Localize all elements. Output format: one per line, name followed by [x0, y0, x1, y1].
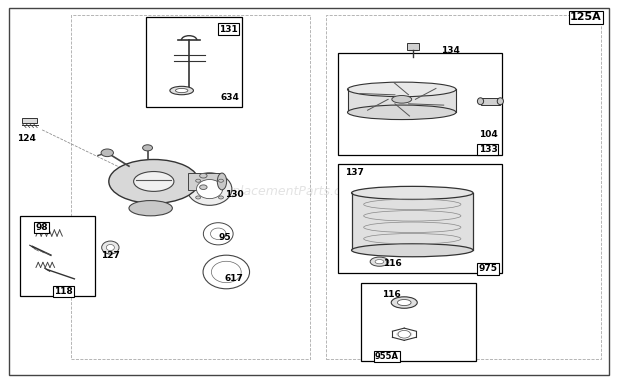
Text: 125A: 125A [570, 12, 602, 22]
Text: 124: 124 [17, 134, 36, 143]
Ellipse shape [107, 244, 114, 251]
Text: 137: 137 [345, 168, 363, 177]
Ellipse shape [392, 96, 412, 103]
Bar [361, 283, 476, 361]
Bar [338, 164, 502, 273]
Bar [352, 193, 473, 250]
Ellipse shape [497, 98, 503, 105]
Circle shape [196, 196, 201, 199]
Ellipse shape [129, 201, 172, 216]
Bar [480, 98, 500, 105]
Ellipse shape [375, 260, 384, 264]
Text: eReplacementParts.com: eReplacementParts.com [209, 185, 361, 197]
Circle shape [200, 173, 207, 178]
Text: 104: 104 [479, 130, 497, 139]
Bar [22, 118, 37, 123]
Ellipse shape [396, 331, 412, 338]
Circle shape [143, 145, 153, 151]
Text: 617: 617 [225, 274, 244, 283]
Ellipse shape [133, 172, 174, 191]
Text: 634: 634 [220, 93, 239, 102]
Ellipse shape [352, 186, 473, 199]
Bar [326, 15, 601, 359]
Bar [338, 53, 502, 155]
Ellipse shape [352, 244, 473, 257]
Ellipse shape [397, 299, 411, 306]
Text: 127: 127 [101, 251, 120, 261]
Circle shape [398, 330, 410, 338]
Bar [71, 15, 310, 359]
Ellipse shape [217, 173, 227, 190]
Text: 118: 118 [55, 287, 73, 296]
Text: 130: 130 [225, 190, 244, 199]
Ellipse shape [477, 98, 484, 105]
Bar [20, 216, 95, 296]
Bar [146, 17, 242, 107]
Ellipse shape [370, 257, 389, 266]
Ellipse shape [347, 105, 456, 120]
Text: 134: 134 [441, 46, 460, 55]
Ellipse shape [347, 82, 456, 97]
Circle shape [200, 185, 207, 189]
Bar [347, 89, 456, 112]
Ellipse shape [391, 297, 417, 308]
Ellipse shape [109, 160, 198, 203]
Text: 116: 116 [382, 290, 401, 299]
Ellipse shape [175, 88, 188, 93]
Circle shape [196, 179, 201, 182]
Circle shape [218, 179, 223, 182]
Bar [407, 43, 419, 50]
Circle shape [218, 196, 223, 199]
Text: 95: 95 [219, 233, 231, 242]
Text: 133: 133 [479, 145, 497, 154]
Text: 98: 98 [35, 223, 48, 232]
Text: 131: 131 [219, 24, 237, 34]
Circle shape [101, 149, 113, 157]
Text: 975: 975 [479, 264, 497, 274]
Ellipse shape [102, 241, 119, 254]
Ellipse shape [187, 173, 232, 206]
Bar [188, 173, 222, 190]
Ellipse shape [197, 180, 223, 199]
Text: 955A: 955A [375, 351, 399, 361]
Text: 116: 116 [383, 259, 402, 268]
Ellipse shape [170, 86, 193, 95]
